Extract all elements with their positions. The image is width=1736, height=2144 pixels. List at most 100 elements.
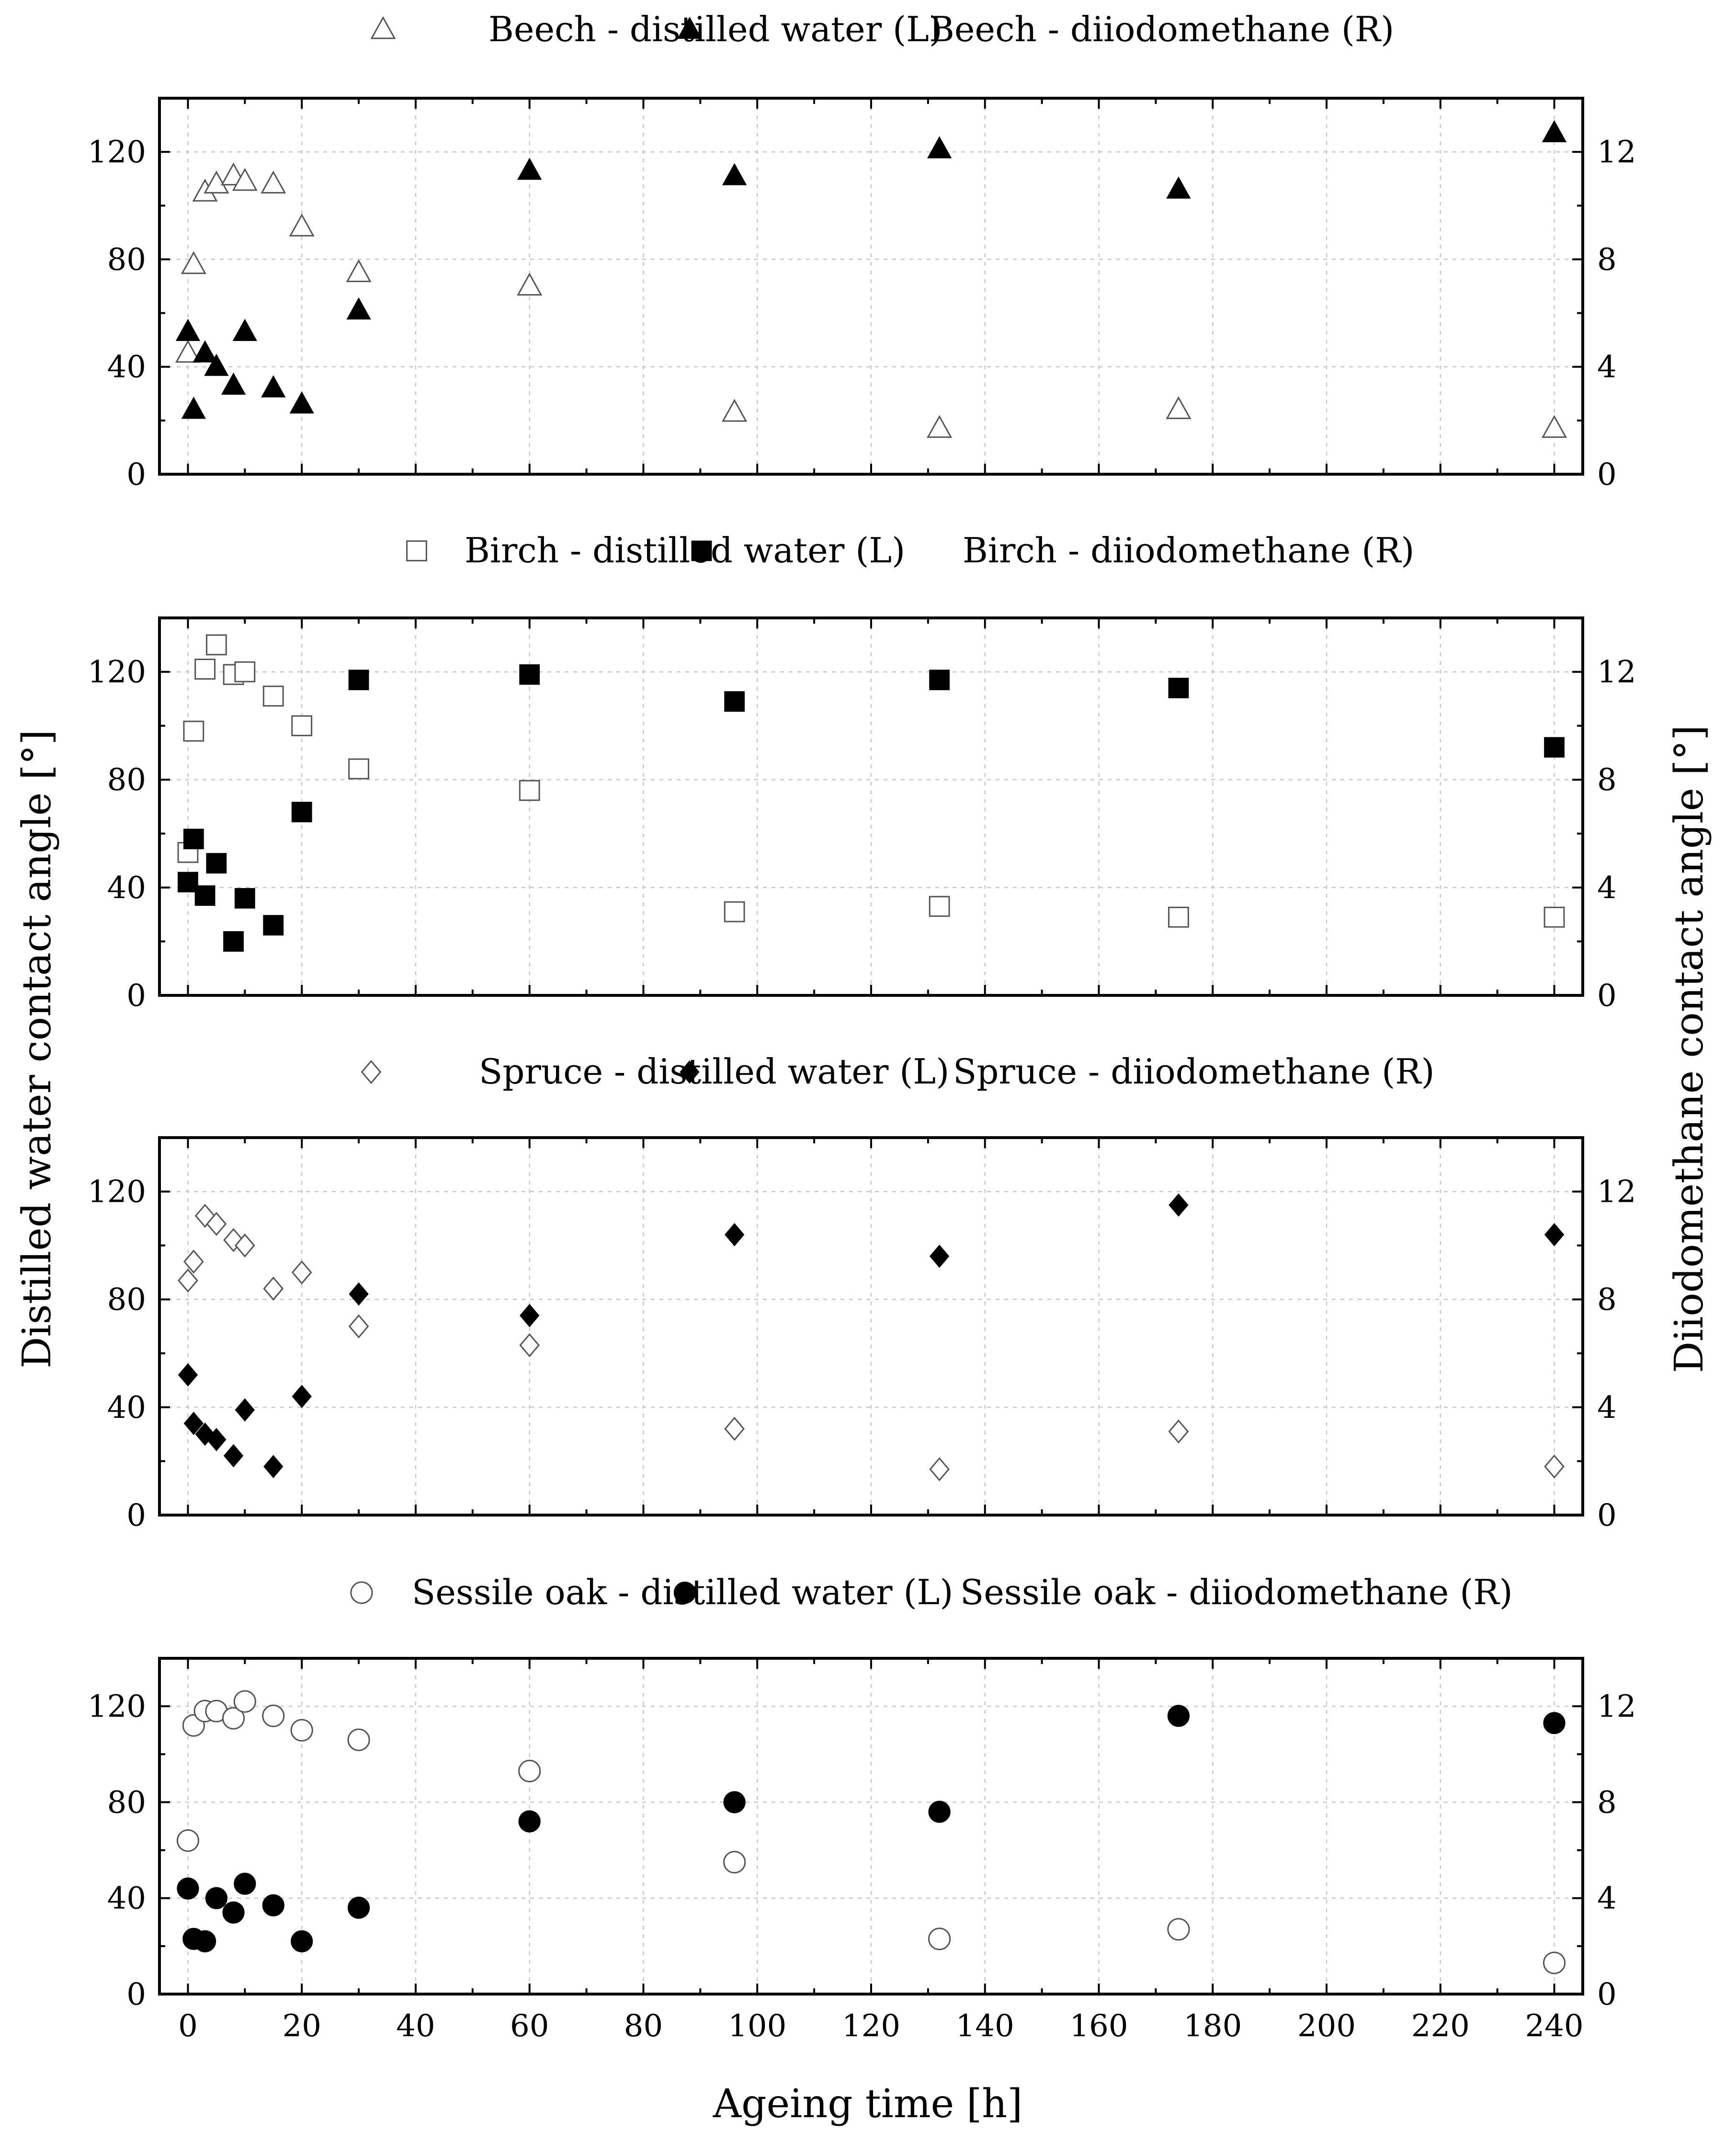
y-right-tick-label: 8 [1597, 763, 1617, 798]
data-point [346, 259, 372, 282]
y-right-tick-label: 0 [1597, 457, 1617, 492]
y-left-tick-label: 120 [88, 1175, 146, 1210]
series-sessile-oak-distilled-water-l [176, 1690, 1566, 1974]
y-right-tick-label: 8 [1597, 1282, 1617, 1318]
series-birch-diiodomethane-r [178, 664, 1565, 952]
y-right-tick-label: 4 [1597, 350, 1617, 385]
data-point [206, 853, 227, 874]
data-point [929, 896, 950, 917]
data-point [724, 901, 745, 923]
series-beech-diiodomethane-r [175, 120, 1567, 419]
data-point [1169, 1193, 1189, 1217]
x-tick-label: 240 [1525, 2008, 1583, 2044]
data-point [234, 888, 255, 909]
x-tick-label: 100 [728, 2008, 786, 2044]
x-tick-label: 60 [510, 2008, 549, 2044]
y-left-tick-label: 40 [107, 350, 146, 385]
x-tick-label: 120 [842, 2008, 900, 2044]
data-point [289, 391, 314, 414]
panel-sessile-oak: 0 40 80 120 0 4 8 12 Sessile oak - distilled wat… [88, 1572, 1636, 2012]
data-point [291, 715, 313, 737]
x-tick-label: 140 [956, 2008, 1014, 2044]
data-point [1542, 415, 1567, 438]
legend-marker [361, 1060, 382, 1084]
y-left-tick-label: 80 [107, 763, 146, 798]
x-tick-label: 180 [1183, 2008, 1242, 2044]
data-point [1166, 396, 1191, 419]
legend-marker [677, 16, 702, 39]
y-right-axis-title: Diiodomethane contact angle [°] [1667, 725, 1712, 1373]
legend-sessile-oak: Sessile oak - distilled water (L) Sessile… [350, 1572, 1513, 1612]
data-point [1543, 1951, 1566, 1974]
data-point [205, 1887, 227, 1909]
data-point [177, 1877, 199, 1900]
data-point [724, 691, 745, 712]
panel-spruce: 0 40 80 120 0 4 8 12 Spruce - distilled water (L… [88, 1051, 1636, 1533]
legend-birch: Birch - distilled water (L) Birch - diiod… [406, 530, 1414, 570]
y-left-tick-label: 0 [126, 1977, 146, 2012]
data-point [1544, 737, 1565, 758]
data-point [724, 1223, 745, 1246]
data-point [1168, 906, 1189, 928]
panel-birch: 0 40 80 120 0 4 8 12 Birch - distilled water (L)… [88, 530, 1636, 1014]
legend-label: Beech - distilled water (L) [488, 9, 942, 49]
y-right-tick-label: 12 [1597, 1689, 1636, 1724]
data-point [1543, 1712, 1566, 1734]
data-point [262, 685, 284, 707]
data-point [517, 273, 543, 296]
series-spruce-distilled-water-l [178, 1204, 1565, 1482]
y-left-tick-label: 40 [107, 1390, 146, 1426]
data-point [1166, 176, 1191, 199]
data-point [291, 1260, 312, 1285]
legend-label: Birch - diiodomethane (R) [963, 530, 1414, 570]
data-point [289, 213, 315, 237]
x-tick-label: 40 [396, 2008, 435, 2044]
data-point [927, 415, 953, 438]
data-point [194, 659, 216, 680]
y-left-axis-title: Distilled water contact angle [°] [14, 730, 60, 1368]
legend-label: Spruce - diiodomethane (R) [953, 1051, 1435, 1092]
data-point [723, 1851, 746, 1874]
data-point [262, 1704, 285, 1727]
y-left-tick-label: 80 [107, 1785, 146, 1820]
data-point [1543, 906, 1565, 928]
y-right-tick-label: 8 [1597, 242, 1617, 277]
data-point [222, 1901, 245, 1924]
data-point [1544, 1223, 1565, 1246]
legend-label: Birch - distilled water (L) [465, 530, 905, 570]
x-tick-label: 220 [1411, 2008, 1470, 2044]
series-sessile-oak-diiodomethane-r [177, 1705, 1566, 1952]
legend-marker [673, 1581, 696, 1604]
legend-marker [350, 1581, 373, 1604]
y-left-tick-label: 40 [107, 1881, 146, 1916]
x-tick-label: 200 [1297, 2008, 1356, 2044]
data-point [234, 1233, 255, 1258]
y-left-tick-label: 120 [88, 135, 146, 170]
data-point [206, 1428, 227, 1451]
data-point [175, 340, 201, 363]
data-point [1168, 1419, 1189, 1444]
data-point [183, 1249, 204, 1274]
data-point [235, 1398, 255, 1422]
legend-marker [370, 16, 396, 39]
data-point [348, 670, 369, 690]
data-point [206, 1211, 227, 1236]
data-point [204, 354, 229, 376]
data-point [1167, 1705, 1190, 1727]
y-right-tick-label: 0 [1597, 1498, 1617, 1533]
legend-label: Sessile oak - diiodomethane (R) [960, 1572, 1513, 1612]
y-left-tick-label: 0 [126, 457, 146, 492]
y-left-tick-label: 0 [126, 1498, 146, 1533]
data-point [178, 1363, 198, 1387]
legend-spruce: Spruce - distilled water (L) Spruce - dii… [361, 1051, 1435, 1092]
y-left-tick-label: 120 [88, 1689, 146, 1724]
data-point [517, 158, 542, 180]
data-point [346, 297, 371, 319]
y-left-tick-label: 80 [107, 1282, 146, 1318]
data-point [519, 1333, 540, 1357]
data-point [347, 1728, 370, 1751]
data-point [520, 1304, 540, 1327]
x-axis-title: Ageing time [h] [713, 2081, 1022, 2127]
y-right-tick-label: 4 [1597, 870, 1617, 906]
